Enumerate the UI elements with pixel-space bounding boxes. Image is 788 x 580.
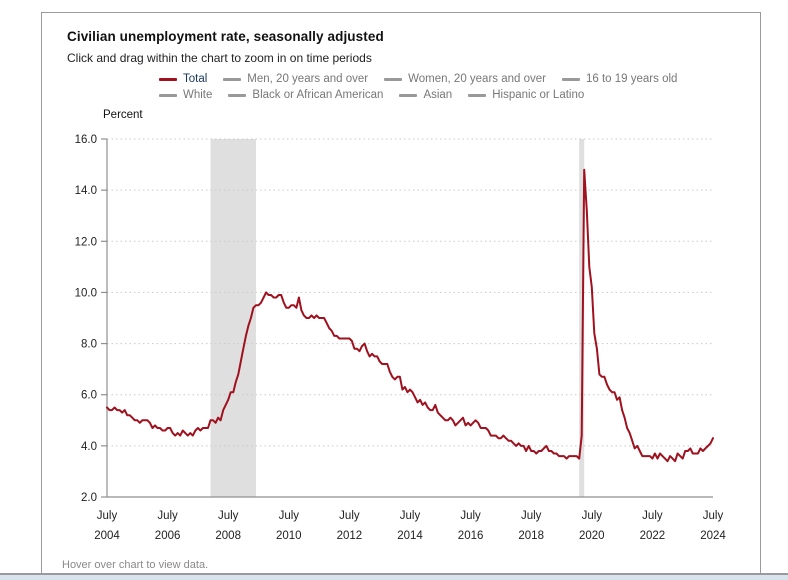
x-tick-label-year: 2018 <box>518 530 544 542</box>
hover-hint-text: Hover over chart to view data. <box>62 559 209 571</box>
x-tick-label-month: July <box>400 510 421 522</box>
x-tick-label-month: July <box>339 510 360 522</box>
x-tick-label-year: 2010 <box>276 530 302 542</box>
x-tick-label-month: July <box>279 510 300 522</box>
x-tick-label-year: 2008 <box>215 530 241 542</box>
legend-label: Men, 20 years and over <box>247 73 369 85</box>
legend-row: White Black or African American Asian Hispa… <box>159 89 677 102</box>
legend-line-swatch <box>223 78 242 81</box>
legend-item-men-20-years-and-over[interactable]: Men, 20 years and over <box>223 73 368 86</box>
legend-label: 16 to 19 years old <box>586 73 678 85</box>
legend-line-swatch <box>384 78 403 81</box>
recession-band <box>210 139 256 497</box>
x-tick-label-month: July <box>521 510 542 522</box>
legend-line-swatch <box>399 94 418 97</box>
legend-label: Total <box>183 73 208 85</box>
legend-item-white[interactable]: White <box>159 89 212 102</box>
legend-item-black-or-african-american[interactable]: Black or African American <box>228 89 383 102</box>
x-tick-label-month: July <box>703 510 724 522</box>
chart-panel: Civilian unemployment rate, seasonally a… <box>41 12 761 573</box>
x-tick-label-year: 2016 <box>458 530 484 542</box>
recession-band <box>579 139 585 497</box>
legend-item-women-20-years-and-over[interactable]: Women, 20 years and over <box>384 73 546 86</box>
y-tick-label: 6.0 <box>81 390 97 402</box>
chart-title: Civilian unemployment rate, seasonally a… <box>67 29 384 44</box>
legend-line-swatch <box>468 94 487 97</box>
legend-item-hispanic-or-latino[interactable]: Hispanic or Latino <box>468 89 584 102</box>
legend-item-total[interactable]: Total <box>159 73 207 86</box>
legend-label: White <box>183 89 213 101</box>
x-tick-label-year: 2014 <box>397 530 423 542</box>
y-tick-label: 8.0 <box>81 339 97 351</box>
x-tick-label-month: July <box>157 510 178 522</box>
legend-row: Total Men, 20 years and over Women, 20 yea… <box>159 73 677 86</box>
legend-label: Black or African American <box>252 89 384 101</box>
x-tick-label-year: 2004 <box>94 530 120 542</box>
y-tick-label: 12.0 <box>75 236 97 248</box>
y-tick-label: 16.0 <box>75 134 97 146</box>
x-tick-label-month: July <box>642 510 663 522</box>
legend-label: Asian <box>423 89 453 101</box>
next-section-edge <box>0 575 788 580</box>
legend-label: Women, 20 years and over <box>408 73 546 85</box>
total-series-line <box>106 168 714 463</box>
chart-subtitle: Click and drag within the chart to zoom … <box>67 51 372 65</box>
y-tick-label: 14.0 <box>75 185 97 197</box>
x-tick-label-year: 2012 <box>337 530 363 542</box>
legend-line-swatch <box>228 94 247 97</box>
section-divider <box>0 573 788 575</box>
legend-line-swatch <box>159 94 177 97</box>
y-tick-label: 2.0 <box>81 492 97 504</box>
legend-line-swatch <box>562 78 580 81</box>
x-tick-label-year: 2020 <box>579 530 605 542</box>
legend-line-swatch <box>159 78 177 81</box>
x-tick-label-month: July <box>218 510 239 522</box>
legend-label: Hispanic or Latino <box>492 89 585 101</box>
legend-item-asian[interactable]: Asian <box>399 89 452 102</box>
x-tick-label-month: July <box>460 510 481 522</box>
x-tick-label-year: 2006 <box>155 530 181 542</box>
chart-legend: Total Men, 20 years and over Women, 20 yea… <box>159 73 677 102</box>
y-tick-label: 10.0 <box>75 287 97 299</box>
y-tick-label: 4.0 <box>81 441 97 453</box>
x-tick-label-year: 2024 <box>700 530 726 542</box>
x-tick-label-year: 2022 <box>640 530 666 542</box>
x-tick-label-month: July <box>582 510 603 522</box>
legend-item-16-to-19-years-old[interactable]: 16 to 19 years old <box>562 73 677 86</box>
y-axis-unit-label: Percent <box>103 109 143 121</box>
x-tick-label-month: July <box>97 510 118 522</box>
unemployment-chart[interactable]: 16.014.012.010.08.06.04.02.0July2004July… <box>42 112 761 560</box>
